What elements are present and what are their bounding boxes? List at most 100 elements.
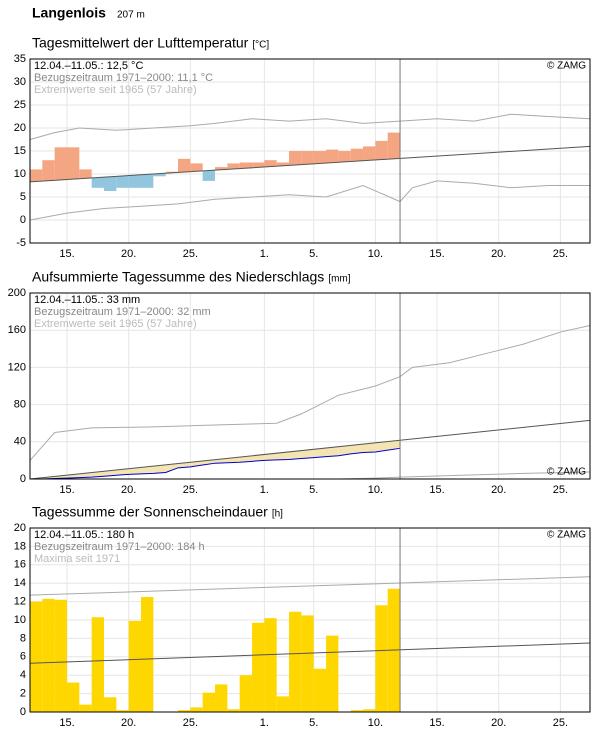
bar xyxy=(313,151,327,164)
bar xyxy=(363,709,376,712)
bar xyxy=(79,169,92,179)
panel: Aufsummierte Tagessumme des Niederschlag… xyxy=(8,269,591,496)
x-tick-label: 20. xyxy=(491,484,506,496)
bar xyxy=(30,601,43,712)
difference-area xyxy=(153,464,166,474)
plot-frame xyxy=(29,58,591,244)
difference-area xyxy=(313,448,327,458)
difference-area xyxy=(350,444,364,454)
bar xyxy=(128,175,142,188)
bar xyxy=(387,132,401,159)
unit-label: [h] xyxy=(272,509,283,520)
y-tick-label: 15 xyxy=(14,145,26,157)
y-tick-label: 14 xyxy=(14,577,26,589)
bar xyxy=(91,177,105,188)
panel-title: Aufsummierte Tagessumme des Niederschlag… xyxy=(32,269,324,285)
bar xyxy=(42,160,55,181)
bar xyxy=(116,175,129,188)
bar xyxy=(202,170,216,181)
x-tick-label: 25. xyxy=(183,717,198,729)
x-tick-label: 20. xyxy=(491,717,506,729)
legend-note: 12.04.–11.05.: 180 h xyxy=(34,529,134,541)
panel: Tagessumme der Sonnenscheindauer [h] 15. 20… xyxy=(14,504,591,729)
bar xyxy=(91,617,105,712)
difference-area xyxy=(301,449,314,459)
y-tick-label: -5 xyxy=(16,237,26,249)
x-tick-label: 5. xyxy=(309,717,318,729)
x-tick-label: 10. xyxy=(368,248,383,260)
bar xyxy=(202,692,216,712)
credit: © ZAMG xyxy=(547,530,586,541)
difference-area xyxy=(338,445,351,456)
x-tick-label: 1. xyxy=(260,717,269,729)
bar xyxy=(165,171,179,173)
y-tick-label: 120 xyxy=(8,361,26,373)
legend-note: 12.04.–11.05.: 12,5 °C xyxy=(34,60,143,72)
line xyxy=(29,325,591,461)
bar xyxy=(153,173,166,177)
y-tick-label: 40 xyxy=(14,436,26,448)
y-tick-label: 30 xyxy=(14,76,26,88)
bar xyxy=(239,675,253,712)
bar xyxy=(79,704,92,712)
bar xyxy=(326,149,339,163)
difference-area xyxy=(289,450,302,460)
bar xyxy=(128,620,142,712)
bar xyxy=(178,710,191,712)
y-tick-label: 20 xyxy=(14,522,26,534)
bar xyxy=(289,611,302,712)
x-tick-label: 5. xyxy=(309,248,318,260)
panel-title: Tagesmittelwert der Lufttemperatur xyxy=(32,35,249,51)
difference-area xyxy=(141,466,154,474)
plot-frame xyxy=(29,292,591,480)
y-tick-label: 6 xyxy=(20,651,26,663)
x-tick-label: 20. xyxy=(121,484,136,496)
difference-area xyxy=(54,475,68,479)
line xyxy=(29,180,590,221)
difference-area xyxy=(239,455,253,463)
unit-label: [°C] xyxy=(252,40,269,51)
bar xyxy=(313,668,327,712)
x-tick-label: 1. xyxy=(260,484,269,496)
y-tick-label: 8 xyxy=(20,632,26,644)
difference-area xyxy=(116,468,129,476)
legend-note: Extremwerte seit 1965 (57 Jahre) xyxy=(34,84,197,96)
x-tick-label: 1. xyxy=(260,248,269,260)
difference-area xyxy=(276,451,290,460)
x-tick-label: 25. xyxy=(553,484,568,496)
difference-area xyxy=(264,453,277,461)
bar xyxy=(326,635,339,712)
bar xyxy=(375,140,388,160)
y-tick-label: 0 xyxy=(20,214,26,226)
y-tick-label: 12 xyxy=(14,596,26,608)
line xyxy=(29,419,591,480)
difference-area xyxy=(128,467,142,475)
legend-note: Extremwerte seit 1965 (57 Jahre) xyxy=(34,318,197,330)
bar xyxy=(104,176,117,192)
bar xyxy=(301,615,314,712)
x-tick-label: 15. xyxy=(429,717,444,729)
plot-frame xyxy=(29,527,591,713)
bar xyxy=(190,163,203,172)
bar xyxy=(190,707,203,712)
legend-note: Bezugszeitraum 1971–2000: 11,1 °C xyxy=(34,72,213,84)
x-tick-label: 10. xyxy=(368,717,383,729)
y-tick-label: 200 xyxy=(8,287,26,299)
line xyxy=(29,576,591,596)
bar xyxy=(252,162,265,168)
y-tick-label: 35 xyxy=(14,53,26,65)
line xyxy=(42,447,401,480)
bar xyxy=(301,151,314,165)
x-tick-label: 25. xyxy=(183,248,198,260)
y-tick-label: 0 xyxy=(20,706,26,718)
bar xyxy=(375,605,388,712)
bar xyxy=(54,147,68,180)
x-tick-label: 20. xyxy=(121,717,136,729)
x-tick-label: 15. xyxy=(59,717,74,729)
bar xyxy=(104,697,117,712)
panel-title: Tagessumme der Sonnenscheindauer xyxy=(32,504,268,520)
panel: Tagesmittelwert der Lufttemperatur [°C] 15… xyxy=(14,35,591,260)
bar xyxy=(264,160,277,167)
legend-note: Bezugszeitraum 1971–2000: 184 h xyxy=(34,541,205,553)
